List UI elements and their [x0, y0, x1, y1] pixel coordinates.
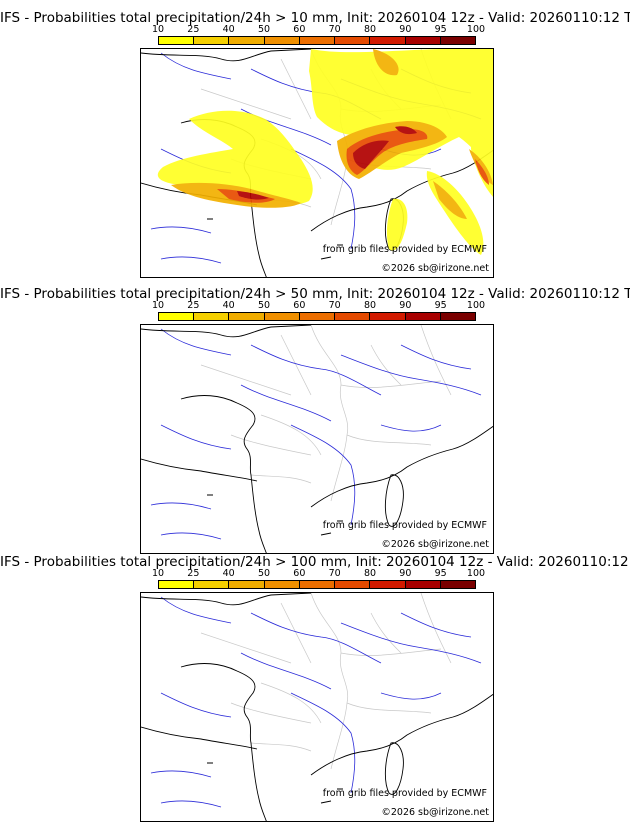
- colorbar-tick-label: 95: [434, 300, 447, 311]
- internal-borders: [200, 593, 452, 770]
- colorbar-tick-label: 40: [222, 24, 235, 35]
- panel-title: IFS - Probabilities total precipitation/…: [0, 286, 630, 302]
- colorbar-tick-label: 40: [222, 300, 235, 311]
- source-credit: from grib files provided by ECMWF: [322, 520, 487, 531]
- panel-title: IFS - Probabilities total precipitation/…: [0, 10, 630, 26]
- colorbar-segment: [335, 313, 371, 320]
- colorbar-segment: [264, 313, 300, 320]
- colorbar-tick-label: 70: [328, 300, 341, 311]
- colorbar-tick-label: 80: [363, 568, 377, 579]
- colorbar-segment: [405, 313, 441, 320]
- colorbar-tick-label: 80: [363, 24, 377, 35]
- source-credit: from grib files provided by ECMWF: [322, 788, 487, 799]
- colorbar-tick-label: 95: [434, 24, 447, 35]
- rivers: [150, 596, 482, 808]
- panel-title: IFS - Probabilities total precipitation/…: [0, 554, 630, 570]
- probability-map: from grib files provided by ECMWF ©2026 …: [140, 324, 494, 554]
- colorbar-segment: [370, 581, 406, 588]
- colorbar-tick-label: 25: [187, 568, 200, 579]
- colorbar-segment: [159, 37, 195, 44]
- colorbar-segment: [299, 313, 336, 320]
- probability-map: from grib files provided by ECMWF ©2026 …: [140, 48, 494, 278]
- colorbar-segment: [264, 581, 300, 588]
- coastline: [141, 325, 493, 553]
- colorbar-tick-label: 100: [466, 300, 486, 311]
- copyright-credit: ©2026 sb@irizone.net: [381, 263, 489, 274]
- colorbar-tick-label: 100: [466, 24, 486, 35]
- colorbar-segment: [194, 581, 230, 588]
- internal-borders: [200, 325, 452, 502]
- colorbar-tick-label: 70: [328, 24, 341, 35]
- colorbar-segment: [299, 37, 336, 44]
- colorbar-tick-labels: 10 25 40 50 60 70 80 90 95 100: [152, 24, 485, 36]
- colorbar-segment: [405, 37, 441, 44]
- france-basemap: [141, 325, 493, 553]
- precip-probability-overlay: [157, 49, 493, 255]
- colorbar-segment: [335, 581, 371, 588]
- rivers: [150, 328, 482, 540]
- colorbar-tick-label: 50: [257, 300, 271, 311]
- colorbar-tick-label: 25: [187, 300, 200, 311]
- colorbar-tick-label: 50: [257, 568, 271, 579]
- colorbar-tick-label: 40: [222, 568, 235, 579]
- colorbar-tick-label: 95: [434, 568, 447, 579]
- colorbar-segment: [159, 313, 195, 320]
- colorbar-tick-label: 10: [151, 300, 165, 311]
- colorbar-tick-labels: 10 25 40 50 60 70 80 90 95 100: [152, 300, 485, 312]
- colorbar-tick-label: 80: [363, 300, 377, 311]
- colorbar-segment: [440, 37, 475, 44]
- coastline: [141, 593, 493, 821]
- colorbar-segment: [440, 313, 475, 320]
- probability-colorbar: [158, 312, 476, 321]
- colorbar-tick-label: 50: [257, 24, 271, 35]
- colorbar-segment: [229, 313, 265, 320]
- source-credit: from grib files provided by ECMWF: [322, 244, 487, 255]
- probability-colorbar: [158, 36, 476, 45]
- colorbar-segment: [229, 581, 265, 588]
- colorbar-segment: [264, 37, 300, 44]
- colorbar-segment: [159, 581, 195, 588]
- probability-colorbar: [158, 580, 476, 589]
- colorbar-segment: [370, 37, 406, 44]
- colorbar-tick-label: 60: [293, 568, 306, 579]
- colorbar-tick-label: 90: [399, 24, 412, 35]
- colorbar-tick-label: 60: [293, 24, 306, 35]
- colorbar-tick-label: 10: [151, 568, 165, 579]
- probability-map: from grib files provided by ECMWF ©2026 …: [140, 592, 494, 822]
- colorbar-segment: [299, 581, 336, 588]
- colorbar-tick-label: 60: [293, 300, 306, 311]
- colorbar-segment: [194, 313, 230, 320]
- colorbar-segment: [370, 313, 406, 320]
- colorbar-segment: [229, 37, 265, 44]
- colorbar-tick-label: 10: [151, 24, 165, 35]
- copyright-credit: ©2026 sb@irizone.net: [381, 807, 489, 818]
- colorbar-segment: [335, 37, 371, 44]
- colorbar-segment: [194, 37, 230, 44]
- colorbar-tick-label: 100: [466, 568, 486, 579]
- france-basemap: [141, 593, 493, 821]
- colorbar-tick-label: 90: [399, 568, 412, 579]
- colorbar-segment: [440, 581, 475, 588]
- colorbar-tick-label: 25: [187, 24, 200, 35]
- colorbar-tick-label: 70: [328, 568, 341, 579]
- colorbar-tick-labels: 10 25 40 50 60 70 80 90 95 100: [152, 568, 485, 580]
- colorbar-segment: [405, 581, 441, 588]
- colorbar-tick-label: 90: [399, 300, 412, 311]
- copyright-credit: ©2026 sb@irizone.net: [381, 539, 489, 550]
